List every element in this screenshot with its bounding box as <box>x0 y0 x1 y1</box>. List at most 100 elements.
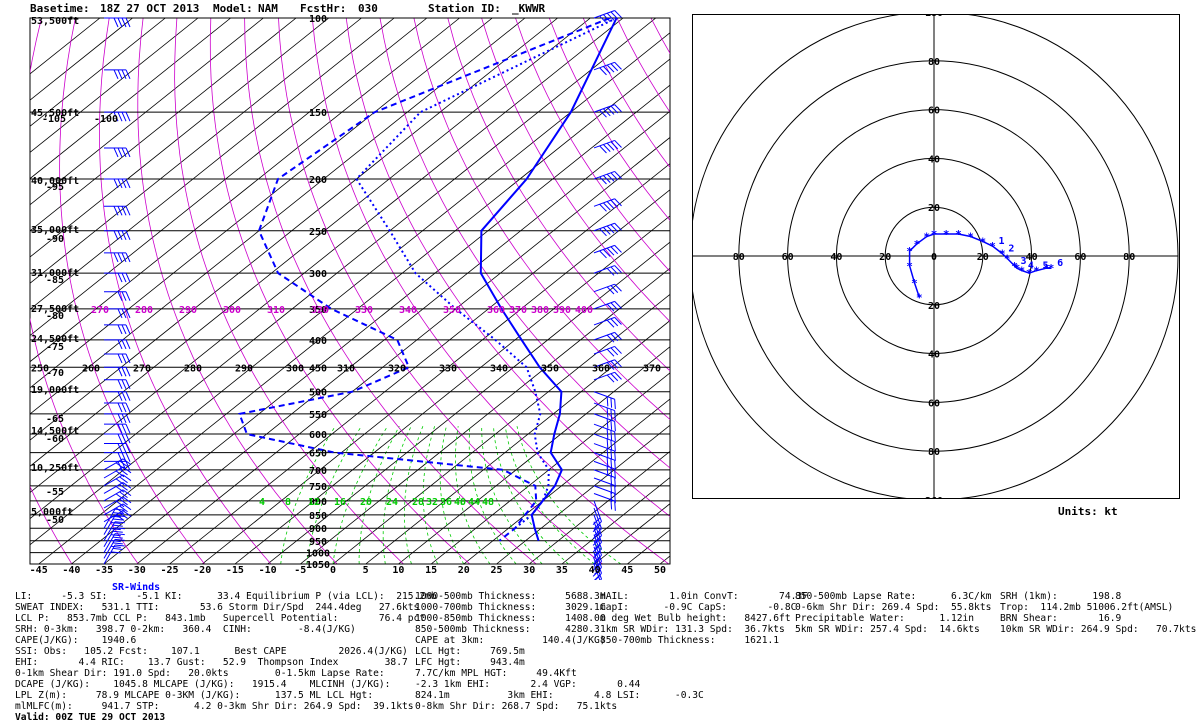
height-label: 24,500ft <box>31 334 79 345</box>
barb-staff <box>593 10 615 19</box>
right-wind-barb <box>593 493 616 511</box>
dry-adiabat-line <box>209 18 471 564</box>
fcsthr-label: FcstHr: <box>300 2 347 15</box>
barb-feather <box>614 61 622 70</box>
moist-adiabat-line <box>439 426 465 564</box>
dry-adiabat-line <box>311 18 670 564</box>
theta-label-350: 350 <box>443 305 461 316</box>
barb-feather <box>121 391 127 401</box>
temperature-tick-label: 30 <box>523 565 535 576</box>
hodograph-ring-label: 80 <box>928 447 940 458</box>
dry-adiabat-line <box>413 18 670 421</box>
indices-cell: 850-500mb Lapse Rate: 6.3C/km <box>795 591 992 602</box>
theta-label-450: 270 <box>133 363 151 374</box>
barb-feather <box>125 308 131 319</box>
dry-adiabat-line <box>515 18 670 273</box>
barb-feather <box>125 391 131 401</box>
barb-feather <box>125 461 131 471</box>
wind-barbs <box>103 10 622 580</box>
barb-feather <box>122 474 132 482</box>
barb-feather <box>603 14 611 23</box>
barb-feather <box>125 206 131 216</box>
hodograph-axis-label: 0 <box>931 252 937 263</box>
hodograph-rings <box>692 14 1179 499</box>
barb-feather <box>115 486 125 493</box>
left-wind-barb <box>104 252 131 263</box>
barb-feather <box>599 203 607 212</box>
left-wind-barb <box>103 515 125 535</box>
barb-feather <box>610 246 619 255</box>
temperature-tick-label: 0 <box>330 565 336 576</box>
temperature-tick-label: -10 <box>259 565 277 576</box>
indices-cell: mlMLFC(m): 941.7 STP: 4.2 0-3km Shr Dir:… <box>15 701 414 712</box>
barb-feather <box>117 111 123 122</box>
barb-feather <box>119 484 128 491</box>
left-wind-barb <box>103 538 125 559</box>
barb-feather <box>610 373 619 382</box>
hodograph-height-marker: 5 <box>1042 261 1048 272</box>
barb-feather <box>117 402 123 413</box>
barb-feather <box>614 421 616 432</box>
barb-feather <box>603 175 611 183</box>
indices-cell: 850-700mb Thickness: 1621.1 <box>600 635 780 646</box>
barb-feather <box>113 69 119 80</box>
hodograph-axis-label: 80 <box>1123 252 1135 263</box>
barb-feather <box>121 206 127 216</box>
barb-feather <box>606 107 615 115</box>
hodograph-point: * <box>906 260 913 273</box>
height-label: 19,000ft <box>31 385 79 396</box>
barb-feather <box>610 199 619 208</box>
dry-adiabat-line <box>278 18 603 564</box>
barb-feather <box>606 12 615 21</box>
temperature-tick-label: 15 <box>425 565 437 576</box>
barb-feather <box>117 339 123 350</box>
barb-feather <box>125 252 131 263</box>
left-wind-barb <box>104 366 131 377</box>
moist-adiabat-line <box>516 426 622 564</box>
hodograph-point: * <box>923 230 930 243</box>
isotherm-line <box>30 18 264 206</box>
isotherm-line <box>528 450 670 564</box>
barb-feather <box>121 272 127 283</box>
isotherm-line <box>30 18 231 180</box>
isotherm-line <box>30 18 558 441</box>
barb-feather <box>113 252 119 263</box>
sounding-header: Basetime: 18Z 27 OCT 2013 Model: NAM Fcs… <box>0 0 690 18</box>
barb-feather <box>599 250 607 259</box>
theta-label-450: 260 <box>82 363 100 374</box>
barb-feather <box>125 17 131 28</box>
hodograph-ring-label: 60 <box>928 106 940 117</box>
barb-feather <box>606 457 609 468</box>
right-wind-barb <box>593 244 622 259</box>
isotherm-line <box>30 18 624 493</box>
barb-feather <box>115 478 125 486</box>
indices-cell: 5km SR WDir: 257.4 Spd: 14.6kts <box>795 624 980 635</box>
left-temperature-label: -55 <box>46 487 64 498</box>
hodograph-trace: ****** * * * * * ****** * * **123 4 5 6 <box>906 228 1063 304</box>
hodograph-ring-label: 40 <box>928 154 940 165</box>
barb-feather <box>122 466 132 474</box>
barb-feather <box>614 245 622 253</box>
barb-feather <box>117 178 123 189</box>
barb-feather <box>110 528 121 531</box>
barb-feather <box>603 144 611 152</box>
left-wind-barb <box>104 413 131 424</box>
barb-feather <box>606 448 609 459</box>
isotherm-line <box>103 110 670 564</box>
left-temperature-label: -85 <box>46 275 64 286</box>
hodograph-point: * <box>967 230 974 243</box>
barb-feather <box>121 423 127 434</box>
right-wind-barb <box>593 222 622 237</box>
barb-feather <box>110 545 121 548</box>
right-wind-barb <box>593 283 622 295</box>
theta-e-label-800: 20 <box>360 497 372 508</box>
barb-feather <box>121 433 127 444</box>
isotherm-line <box>30 18 460 363</box>
hodograph-point: * <box>906 245 913 258</box>
temperature-tick-label: -5 <box>294 565 306 576</box>
hodograph-height-marker: 3 <box>1021 256 1027 267</box>
left-wind-barb <box>103 489 132 502</box>
temperature-tick-label: -35 <box>95 565 113 576</box>
barb-feather <box>125 291 131 301</box>
indices-cell: Trop: 114.2mb 51006.2ft(AMSL) <box>1000 602 1174 613</box>
